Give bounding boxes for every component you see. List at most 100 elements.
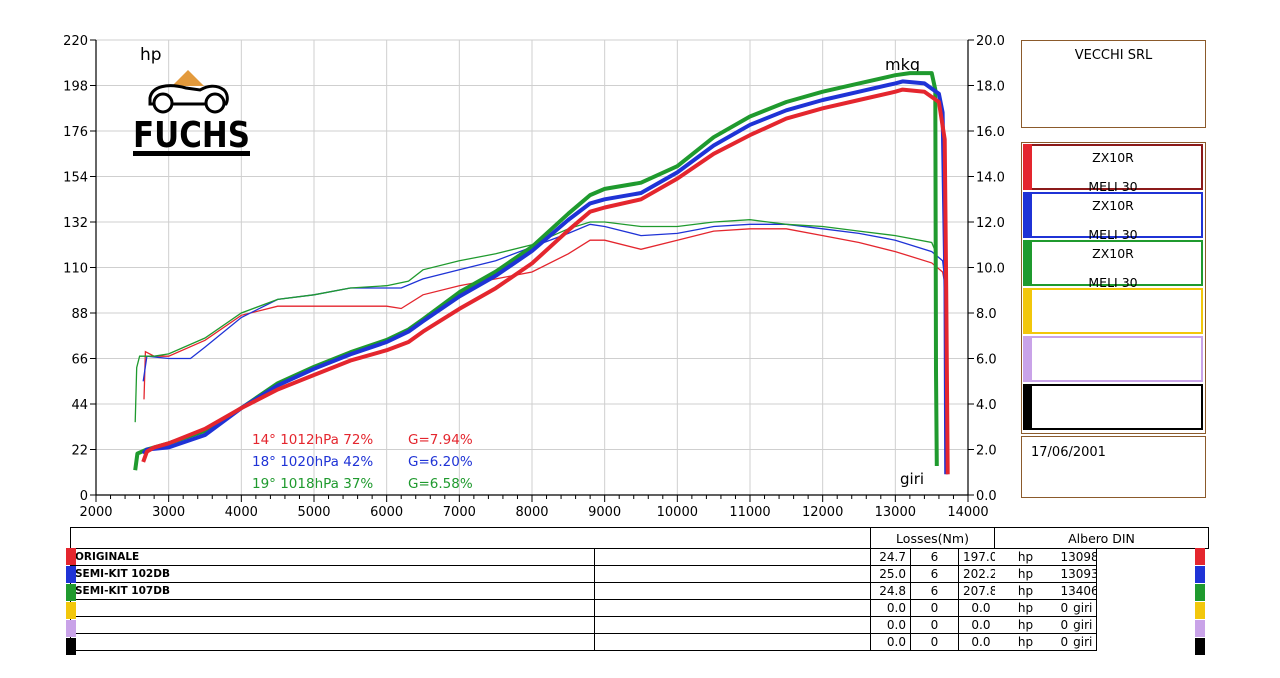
row-swatch-left <box>66 638 76 655</box>
motorcycle-icon <box>148 84 229 106</box>
results-table: Losses(Nm) Albero DIN ORIGINALE 24.7 6 197.… <box>70 527 1210 651</box>
row-rpm: 0 giri <box>1056 616 1098 634</box>
row-unit: hp <box>994 565 1057 583</box>
row-notes <box>594 582 871 600</box>
x-tick-5: 7000 <box>443 505 476 520</box>
row-gear: 6 <box>910 548 959 566</box>
losses-header: Losses(Nm) <box>869 527 996 549</box>
row-swatch-right <box>1195 584 1205 601</box>
row-unit: hp <box>994 599 1057 617</box>
test-conditions: 14° 1012hPa 72% G=7.94% 18° 1020hPa 42% G=6… <box>252 432 473 492</box>
legend-swatch <box>1023 336 1032 382</box>
power-line-0 <box>141 87 950 475</box>
y-right-label: mkg <box>885 55 920 74</box>
company-box: VECCHI SRL <box>1021 40 1206 128</box>
row-rpm-value: 13093 <box>1060 567 1097 581</box>
row-rpm: 13098giri <box>1056 548 1098 566</box>
row-name: SEMI-KIT 102DB <box>70 565 595 583</box>
test-date: 17/06/2001 <box>1031 445 1106 460</box>
row-unit: hp <box>994 582 1057 600</box>
legend-item-3 <box>1023 288 1203 334</box>
y-left-tick-8: 176 <box>63 125 88 140</box>
row-loss: 25.0 <box>870 565 911 583</box>
dyno-chart: 2000 3000 4000 5000 6000 7000 8000 9000 10000 110… <box>63 34 1005 520</box>
row-notes <box>594 599 871 617</box>
legend-line2: MELI 30 <box>1088 275 1138 290</box>
row-power: 197.0 <box>957 548 995 566</box>
row-name <box>70 633 595 651</box>
condition-g-2: G=6.58% <box>408 476 473 492</box>
legend-line1: ZX10R <box>1092 198 1134 213</box>
row-swatch-right <box>1195 602 1205 619</box>
row-unit: hp <box>994 616 1057 634</box>
y-right-tick-3: 6.0 <box>976 353 997 368</box>
y-left-tick-6: 132 <box>63 216 88 231</box>
fuchs-logo: FUCHS <box>133 70 250 156</box>
date-box: 17/06/2001 <box>1021 436 1206 498</box>
x-tick-9: 11000 <box>729 505 770 520</box>
legend-swatch <box>1023 240 1032 286</box>
y-left-tick-0: 0 <box>80 489 88 504</box>
x-tick-12: 14000 <box>947 505 988 520</box>
y-left-tick-7: 154 <box>63 171 88 186</box>
legend-item-5 <box>1023 384 1203 430</box>
row-rpm: 13406giri <box>1056 582 1098 600</box>
row-swatch-right <box>1195 566 1205 583</box>
y-left-tick-5: 110 <box>63 262 88 277</box>
legend-item-0: ZX10R MELI 30 <box>1023 144 1203 194</box>
legend-line2: MELI 30 <box>1088 179 1138 194</box>
row-rpm-value: 0 <box>1060 618 1069 632</box>
row-swatch-right <box>1195 620 1205 637</box>
y-right-tick-4: 8.0 <box>976 307 997 322</box>
results-row: 0.0 0 0.0 hp 0 giri <box>70 633 1209 651</box>
results-row: 0.0 0 0.0 hp 0 giri <box>70 599 1209 617</box>
y-left-tick-1: 22 <box>71 444 88 459</box>
y-right-tick-1: 2.0 <box>976 444 997 459</box>
row-gear: 0 <box>910 599 959 617</box>
results-row: 0.0 0 0.0 hp 0 giri <box>70 616 1209 634</box>
legend-swatch <box>1023 144 1032 190</box>
row-notes <box>594 565 871 583</box>
legend-line1: ZX10R <box>1092 246 1134 261</box>
legend-swatch <box>1023 384 1032 430</box>
power-line-1 <box>141 79 949 475</box>
y-left-tick-3: 66 <box>71 353 88 368</box>
x-tick-4: 6000 <box>370 505 403 520</box>
row-swatch-left <box>66 602 76 619</box>
row-power: 0.0 <box>957 599 995 617</box>
row-loss: 24.8 <box>870 582 911 600</box>
y-right-tick-9: 18.0 <box>976 80 1005 95</box>
row-power: 202.2 <box>957 565 995 583</box>
chart-series <box>133 71 950 475</box>
x-tick-0: 2000 <box>79 505 112 520</box>
x-tick-11: 13000 <box>875 505 916 520</box>
x-tick-7: 9000 <box>588 505 621 520</box>
y-right-tick-6: 12.0 <box>976 216 1005 231</box>
condition-1: 18° 1020hPa 42% <box>252 454 373 470</box>
logo-text: FUCHS <box>133 115 250 156</box>
row-power: 0.0 <box>957 616 995 634</box>
y-right-tick-5: 10.0 <box>976 262 1005 277</box>
logo-triangle-icon <box>172 70 204 86</box>
row-rpm-value: 0 <box>1060 601 1069 615</box>
y-left-tick-4: 88 <box>71 307 88 322</box>
row-swatch-left <box>66 620 76 637</box>
row-gear: 0 <box>910 633 959 651</box>
row-loss: 24.7 <box>870 548 911 566</box>
torque-line-2 <box>134 219 937 464</box>
y-left-tick-9: 198 <box>63 80 88 95</box>
row-notes <box>594 548 871 566</box>
y-left-tick-10: 220 <box>63 34 88 49</box>
y-left-label: hp <box>140 45 162 65</box>
condition-0: 14° 1012hPa 72% <box>252 432 373 448</box>
row-swatch-right <box>1195 548 1205 565</box>
torque-line-1 <box>142 223 948 473</box>
row-rpm: 13093giri <box>1056 565 1098 583</box>
row-unit: hp <box>994 633 1057 651</box>
x-tick-2: 4000 <box>225 505 258 520</box>
condition-g-1: G=6.20% <box>408 454 473 470</box>
row-notes <box>594 616 871 634</box>
row-gear: 6 <box>910 582 959 600</box>
